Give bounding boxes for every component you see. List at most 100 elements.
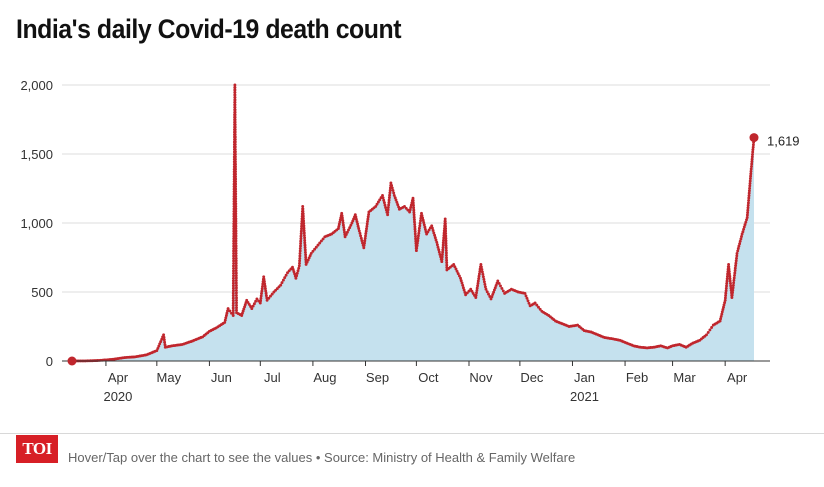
data-point[interactable] [318,241,322,245]
data-point[interactable] [524,294,528,298]
data-point[interactable] [281,278,285,282]
data-point[interactable] [494,283,498,287]
data-point[interactable] [259,294,263,298]
data-point[interactable] [470,289,474,293]
data-point[interactable] [395,200,399,204]
data-point[interactable] [746,203,750,207]
data-point[interactable] [444,239,448,243]
data-point[interactable] [727,270,731,273]
data-point[interactable] [242,307,246,311]
data-point[interactable] [263,282,267,286]
data-point[interactable] [433,233,437,237]
data-point[interactable] [394,198,398,202]
data-point[interactable] [232,269,235,273]
data-point[interactable] [742,225,746,229]
data-point[interactable] [538,307,542,311]
data-point[interactable] [234,241,238,245]
data-point[interactable] [719,314,723,318]
data-point[interactable] [303,248,307,252]
data-point[interactable] [366,220,369,223]
data-point[interactable] [411,201,415,205]
data-point[interactable] [724,289,728,293]
data-point[interactable] [412,206,416,210]
data-point[interactable] [234,274,238,278]
data-point[interactable] [234,204,238,208]
dotted-line[interactable] [70,83,756,363]
data-point[interactable] [735,251,739,255]
data-point[interactable] [728,277,732,281]
data-point[interactable] [232,271,235,275]
data-point[interactable] [362,243,366,247]
data-point[interactable] [480,267,484,271]
data-point[interactable] [269,294,272,298]
data-point[interactable] [483,285,487,289]
data-point[interactable] [453,265,457,269]
data-point[interactable] [396,203,400,207]
data-point[interactable] [353,213,357,217]
data-point[interactable] [160,337,164,341]
data-point[interactable] [742,227,746,231]
data-point[interactable] [378,198,382,202]
data-point[interactable] [403,204,406,208]
data-point[interactable] [411,196,415,200]
data-point[interactable] [444,244,448,248]
data-point[interactable] [731,286,735,290]
data-point[interactable] [727,265,731,269]
data-point[interactable] [223,320,227,324]
data-point[interactable] [247,302,251,306]
data-point[interactable] [475,288,479,292]
data-point[interactable] [250,307,254,311]
data-point[interactable] [260,287,264,291]
data-point[interactable] [727,262,731,266]
data-point[interactable] [725,282,729,285]
data-point[interactable] [234,269,238,273]
data-point[interactable] [376,200,380,204]
data-point[interactable] [337,222,341,226]
data-point[interactable] [231,286,235,290]
data-point[interactable] [264,289,268,293]
data-point[interactable] [444,251,448,255]
data-point[interactable] [746,211,750,215]
data-point[interactable] [741,230,745,234]
data-point[interactable] [231,309,235,312]
data-point[interactable] [232,227,236,231]
data-point[interactable] [729,284,733,288]
data-point[interactable] [294,276,298,280]
data-point[interactable] [234,244,238,248]
data-point[interactable] [735,254,739,258]
data-point[interactable] [234,271,238,275]
data-point[interactable] [487,292,490,296]
data-point[interactable] [234,281,238,285]
data-point[interactable] [747,194,751,198]
data-point[interactable] [234,227,238,230]
data-point[interactable] [232,257,236,260]
data-point[interactable] [732,276,736,280]
data-point[interactable] [311,249,315,253]
data-point[interactable] [234,172,237,176]
data-point[interactable] [301,207,305,211]
data-point[interactable] [299,229,303,233]
data-point[interactable] [293,272,297,276]
data-point[interactable] [746,201,750,205]
data-point[interactable] [526,299,530,303]
data-point[interactable] [303,246,307,249]
data-point[interactable] [374,204,378,208]
data-point[interactable] [235,296,238,300]
data-point[interactable] [426,230,430,234]
data-point[interactable] [409,205,413,209]
data-point[interactable] [259,299,263,303]
data-point[interactable] [455,269,459,273]
data-point[interactable] [723,298,727,302]
data-point[interactable] [430,224,434,228]
data-point[interactable] [234,284,238,287]
data-point[interactable] [381,193,384,197]
data-point[interactable] [440,260,444,264]
data-point[interactable] [444,246,448,250]
data-point[interactable] [234,185,238,188]
data-point[interactable] [234,279,238,282]
data-point[interactable] [364,232,368,235]
data-point[interactable] [337,224,341,228]
data-point[interactable] [234,194,238,198]
data-point[interactable] [733,269,737,272]
data-point[interactable] [163,340,167,344]
